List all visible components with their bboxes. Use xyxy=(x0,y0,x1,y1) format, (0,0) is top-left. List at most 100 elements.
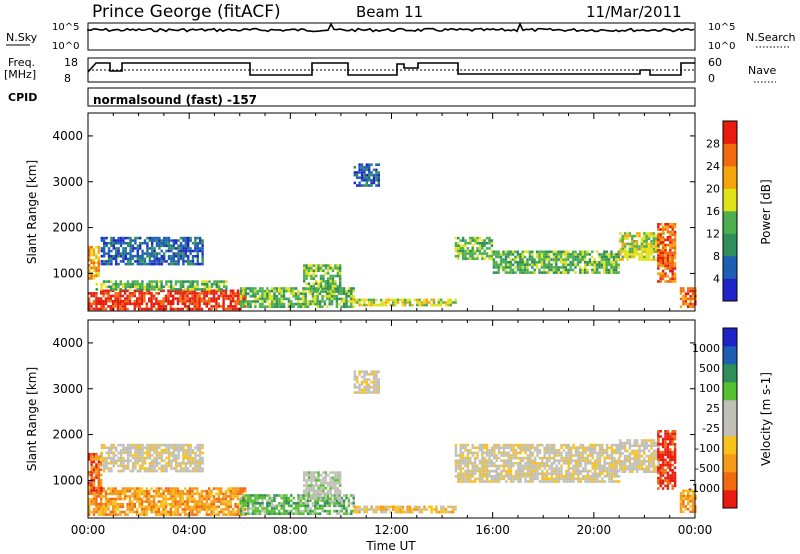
nsky-frame xyxy=(87,22,696,51)
colorbar-tick-label: 100 xyxy=(699,382,720,395)
velocity-region-10 xyxy=(679,489,697,513)
colorbar-frame xyxy=(722,120,738,302)
colorbar-swatch xyxy=(723,364,737,383)
velocity-colorbar-label: Velocity [m s-1] xyxy=(759,372,773,466)
colorbar-tick-label: 500 xyxy=(699,362,720,375)
velocity-y-label: Slant Range [km] xyxy=(25,367,39,471)
colorbar-tick-label: -25 xyxy=(702,422,720,435)
freq-unit-label: [MHz] xyxy=(4,68,36,81)
nsearch-tick-bottom: 10^0 xyxy=(708,41,735,52)
cpid-frame xyxy=(87,87,696,107)
colorbar-frame xyxy=(722,327,738,509)
power-y-axis: 1000 2000 3000 4000 xyxy=(52,129,695,280)
freq-frame xyxy=(87,57,696,83)
colorbar-swatch xyxy=(723,400,737,419)
freq-tick-bottom: 8 xyxy=(64,72,71,85)
velocity-region-0 xyxy=(88,487,247,516)
y-tick-label: 3000 xyxy=(52,175,83,189)
x-axis-label: Time UT xyxy=(365,539,416,553)
colorbar-tick-label: 28 xyxy=(706,138,720,151)
velocity-y-axis: 1000 2000 3000 4000 xyxy=(52,336,695,487)
date-label: 11/Mar/2011 xyxy=(586,3,682,21)
colorbar-swatch xyxy=(723,346,737,365)
colorbar-swatch xyxy=(723,382,737,401)
velocity-region-7 xyxy=(454,443,621,483)
y-tick-label: 3000 xyxy=(52,382,83,396)
velocity-panel: 1000 2000 3000 4000 00:00 04:00 08:00 12:00 16:… xyxy=(25,319,773,537)
colorbar-swatch xyxy=(723,454,737,473)
velocity-region-4 xyxy=(303,471,342,500)
power-colorbar: 28 24 20 16 12 8 4 xyxy=(706,120,738,302)
colorbar-tick-label: -500 xyxy=(695,462,720,475)
power-region-10 xyxy=(619,232,665,261)
colorbar-swatch xyxy=(723,233,737,257)
power-region-2 xyxy=(88,245,100,280)
velocity-region-5 xyxy=(353,505,457,514)
beam-label: Beam 11 xyxy=(356,3,423,21)
power-panel: 1000 2000 3000 4000 Slant Range [km] 28 24 20… xyxy=(25,112,773,312)
cpid-label: CPID xyxy=(8,91,37,104)
velocity-region-2 xyxy=(100,443,204,473)
power-region-5 xyxy=(303,264,342,293)
colorbar-tick-label: -100 xyxy=(695,442,720,455)
power-region-11 xyxy=(657,223,677,283)
y-tick-label: 2000 xyxy=(52,428,83,442)
velocity-region-6 xyxy=(353,370,380,394)
x-tick-label: 04:00 xyxy=(172,523,207,537)
power-region-7 xyxy=(353,163,380,187)
nsky-tick-bottom: 10^0 xyxy=(52,41,79,52)
colorbar-tick-label: 4 xyxy=(713,273,720,286)
colorbar-tick-label: 25 xyxy=(706,402,720,415)
power-region-0 xyxy=(88,289,247,311)
colorbar-swatch xyxy=(723,328,737,347)
colorbar-swatch xyxy=(723,418,737,437)
colorbar-swatch xyxy=(723,472,737,491)
colorbar-swatch xyxy=(723,188,737,212)
colorbar-swatch xyxy=(723,166,737,189)
power-region-6 xyxy=(353,298,457,307)
power-region-1 xyxy=(95,280,228,291)
y-tick-label: 4000 xyxy=(52,129,83,143)
colorbar-tick-label: -1000 xyxy=(688,482,720,495)
power-region-4 xyxy=(239,287,355,308)
nsky-panel: N.Sky 10^5 10^0 10^5 10^0 N.Search xyxy=(6,22,796,52)
freq-trace xyxy=(87,62,695,76)
cpid-value: normalsound (fast) -157 xyxy=(93,93,257,107)
velocity-data xyxy=(88,370,697,516)
velocity-x-axis: 00:00 04:00 08:00 12:00 16:00 20:00 00:00 xyxy=(71,320,713,537)
freq-panel: Freq. [MHz] 18 8 60 0 Nave xyxy=(4,56,776,85)
x-tick-label: 20:00 xyxy=(577,523,612,537)
colorbar-tick-label: 1000 xyxy=(692,342,720,355)
power-x-ticks xyxy=(87,113,696,311)
x-tick-label: 12:00 xyxy=(374,523,409,537)
nsky-trace xyxy=(87,22,695,33)
power-y-label: Slant Range [km] xyxy=(25,160,39,264)
power-region-12 xyxy=(679,287,697,308)
power-region-8 xyxy=(454,236,494,261)
power-colorbar-label: Power [dB] xyxy=(759,179,773,244)
colorbar-tick-label: 12 xyxy=(706,228,720,241)
nsearch-label: N.Search xyxy=(746,31,796,44)
velocity-region-9 xyxy=(657,430,677,490)
colorbar-swatch xyxy=(723,256,737,279)
nsearch-tick-top: 10^5 xyxy=(708,22,735,33)
x-tick-label: 08:00 xyxy=(273,523,308,537)
y-tick-label: 2000 xyxy=(52,221,83,235)
x-tick-label: 00:00 xyxy=(678,523,713,537)
colorbar-swatch xyxy=(723,211,737,234)
station-title: Prince George (fitACF) xyxy=(92,2,281,22)
colorbar-swatch xyxy=(723,278,737,302)
colorbar-swatch xyxy=(723,143,737,167)
colorbar-swatch xyxy=(723,436,737,455)
power-data xyxy=(88,163,697,311)
nsky-tick-top: 10^5 xyxy=(52,22,79,33)
nsky-label: N.Sky xyxy=(6,31,38,44)
y-tick-label: 1000 xyxy=(52,266,83,280)
power-region-9 xyxy=(492,250,620,274)
y-tick-label: 1000 xyxy=(52,473,83,487)
x-tick-label: 16:00 xyxy=(475,523,510,537)
colorbar-tick-label: 16 xyxy=(706,205,720,218)
colorbar-tick-label: 24 xyxy=(706,160,720,173)
velocity-region-8 xyxy=(619,439,660,473)
